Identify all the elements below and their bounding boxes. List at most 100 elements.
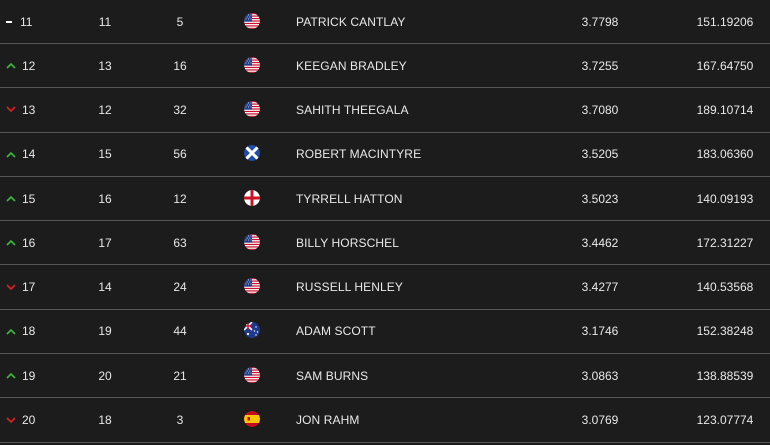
current-rank: 17 xyxy=(22,280,36,295)
table-row[interactable]: 19 20 21 SAM BURNS 3.0863 138.88539 xyxy=(0,354,770,399)
rank-cell: 18 xyxy=(6,324,56,338)
total-points: 189.10714 xyxy=(696,102,754,117)
events-played: 63 xyxy=(173,235,187,250)
arrow-up-icon xyxy=(6,62,16,69)
arrow-down-icon xyxy=(6,106,16,113)
total-points: 140.53568 xyxy=(696,280,754,295)
total-points: 123.07774 xyxy=(696,413,754,428)
rank-cell: 19 xyxy=(6,369,56,383)
player-name-link[interactable]: BILLY HORSCHEL xyxy=(296,235,399,250)
table-row[interactable]: 18 19 44 ADAM SCOTT 3.1746 152.38248 xyxy=(0,310,770,355)
player-name-link[interactable]: ROBERT MACINTYRE xyxy=(296,147,422,162)
england-flag-icon xyxy=(244,189,262,208)
current-rank: 13 xyxy=(22,102,36,117)
rank-cell: 13 xyxy=(6,103,56,117)
table-row[interactable]: 11 11 5 PATRICK CANTLAY 3.7798 151.19206 xyxy=(0,0,770,44)
rank-cell: 17 xyxy=(6,280,56,294)
us-flag-icon xyxy=(244,233,262,252)
current-rank: 19 xyxy=(22,368,36,383)
arrow-down-icon xyxy=(6,416,16,424)
current-rank: 14 xyxy=(22,147,36,162)
average-points: 3.7255 xyxy=(581,58,619,73)
player-name-link[interactable]: RUSSELL HENLEY xyxy=(296,280,403,295)
us-flag-icon xyxy=(244,278,262,296)
events-played: 24 xyxy=(173,280,187,295)
player-name-link[interactable]: PATRICK CANTLAY xyxy=(296,14,406,29)
previous-rank: 16 xyxy=(98,191,112,206)
previous-rank: 19 xyxy=(98,324,112,339)
average-points: 3.4277 xyxy=(581,280,619,295)
current-rank: 16 xyxy=(22,235,36,250)
total-points: 140.09193 xyxy=(696,191,754,206)
rank-cell: 15 xyxy=(6,192,56,206)
rank-cell: 16 xyxy=(6,236,56,250)
events-played: 12 xyxy=(173,191,187,206)
arrow-up-icon xyxy=(6,372,16,379)
average-points: 3.7798 xyxy=(581,14,619,29)
current-rank: 20 xyxy=(22,413,36,428)
table-row[interactable]: 14 15 56 ROBERT MACINTYRE 3.5205 183.06360 xyxy=(0,133,770,177)
average-points: 3.5205 xyxy=(581,147,619,162)
player-name-link[interactable]: TYRRELL HATTON xyxy=(296,191,403,206)
total-points: 151.19206 xyxy=(696,14,754,29)
player-name-link[interactable]: JON RAHM xyxy=(296,413,360,428)
arrow-up-icon xyxy=(6,328,16,335)
total-points: 172.31227 xyxy=(696,235,754,250)
table-row[interactable]: 13 12 32 SAHITH THEEGALA 3.7080 189.10714 xyxy=(0,88,770,133)
arrow-up-icon xyxy=(6,151,16,158)
events-played: 16 xyxy=(173,58,187,73)
table-row[interactable]: 20 18 3 JON RAHM 3.0769 123.07774 xyxy=(0,398,770,443)
rank-cell: 14 xyxy=(6,147,56,161)
dash-icon xyxy=(6,20,14,24)
us-flag-icon xyxy=(244,366,262,385)
table-row[interactable]: 16 17 63 BILLY HORSCHEL 3.4462 172.31227 xyxy=(0,221,770,266)
previous-rank: 12 xyxy=(98,102,112,117)
total-points: 152.38248 xyxy=(696,324,754,339)
rank-cell: 11 xyxy=(6,15,56,29)
current-rank: 15 xyxy=(22,191,36,206)
us-flag-icon xyxy=(244,12,262,31)
player-name-link[interactable]: SAM BURNS xyxy=(296,368,369,383)
total-points: 167.64750 xyxy=(696,58,754,73)
events-played: 32 xyxy=(173,102,187,117)
current-rank: 12 xyxy=(22,58,36,73)
player-name-link[interactable]: ADAM SCOTT xyxy=(296,324,376,339)
previous-rank: 15 xyxy=(98,147,112,162)
average-points: 3.4462 xyxy=(581,235,619,250)
arrow-up-icon xyxy=(6,239,16,246)
average-points: 3.1746 xyxy=(581,324,619,339)
events-played: 21 xyxy=(173,368,187,383)
table-row[interactable]: 15 16 12 TYRRELL HATTON 3.5023 140.09193 xyxy=(0,177,770,222)
current-rank: 11 xyxy=(20,14,33,29)
previous-rank: 17 xyxy=(98,235,112,250)
events-played: 44 xyxy=(173,324,187,339)
events-played: 3 xyxy=(176,413,184,428)
average-points: 3.0769 xyxy=(581,413,619,428)
rank-cell: 20 xyxy=(6,413,56,427)
arrow-down-icon xyxy=(6,284,16,291)
events-played: 5 xyxy=(176,14,184,29)
average-points: 3.0863 xyxy=(581,368,619,383)
previous-rank: 13 xyxy=(98,58,112,73)
table-row[interactable]: 12 13 16 KEEGAN BRADLEY 3.7255 167.64750 xyxy=(0,44,770,89)
scotland-flag-icon xyxy=(244,145,262,163)
arrow-up-icon xyxy=(6,195,16,202)
spain-flag-icon xyxy=(244,411,262,429)
table-row[interactable]: 17 14 24 RUSSELL HENLEY 3.4277 140.53568 xyxy=(0,265,770,310)
rank-cell: 12 xyxy=(6,59,56,73)
player-name-link[interactable]: KEEGAN BRADLEY xyxy=(296,58,407,73)
australia-flag-icon xyxy=(244,322,262,340)
current-rank: 18 xyxy=(22,324,36,339)
previous-rank: 20 xyxy=(98,368,112,383)
average-points: 3.5023 xyxy=(581,191,619,206)
events-played: 56 xyxy=(173,147,187,162)
average-points: 3.7080 xyxy=(581,102,619,117)
total-points: 138.88539 xyxy=(696,368,754,383)
us-flag-icon xyxy=(244,56,262,75)
player-name-link[interactable]: SAHITH THEEGALA xyxy=(296,102,409,117)
previous-rank: 14 xyxy=(98,280,112,295)
previous-rank: 11 xyxy=(98,14,112,29)
previous-rank: 18 xyxy=(98,413,112,428)
us-flag-icon xyxy=(244,100,262,119)
